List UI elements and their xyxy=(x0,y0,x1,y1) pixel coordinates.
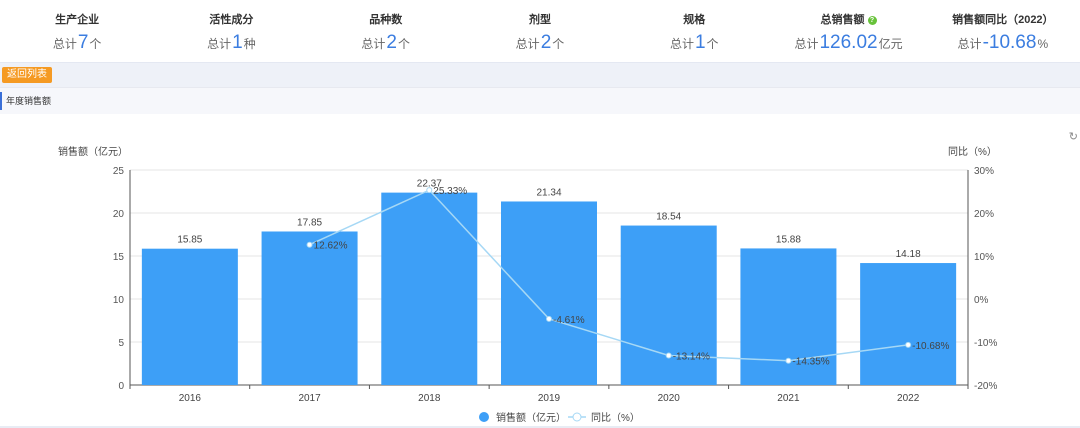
stat-prefix: 总计 xyxy=(52,37,77,51)
back-to-list-button[interactable]: 返回列表 xyxy=(2,67,52,83)
stat-active-ingredients: 活性成分 总计1种 xyxy=(154,0,308,62)
yoy-value-label: -10.68% xyxy=(912,341,949,352)
bar-value-label: 17.85 xyxy=(297,217,322,228)
stat-title: 活性成分 xyxy=(209,14,254,26)
bar xyxy=(381,192,478,385)
yoy-point xyxy=(546,315,552,322)
stat-value: 2 xyxy=(540,32,552,53)
stat-value: 2 xyxy=(386,32,397,53)
y2-tick-label: 10% xyxy=(974,252,994,263)
yoy-value-label: 25.33% xyxy=(433,186,467,197)
stat-varieties: 品种数 总计2个 xyxy=(309,0,463,62)
bar-value-label: 18.54 xyxy=(656,212,681,223)
stat-title: 剂型 xyxy=(528,14,551,26)
bar xyxy=(261,231,358,385)
stat-unit: 个 xyxy=(552,37,565,51)
stats-panel: 生产企业 总计7个 活性成分 总计1种 品种数 总计2个 剂型 总计2个 规格 … xyxy=(0,0,1080,62)
help-circle-icon[interactable]: ? xyxy=(867,16,877,25)
yoy-value-label: -4.61% xyxy=(553,315,585,326)
x-tick-label: 2021 xyxy=(777,393,800,404)
bar xyxy=(141,248,238,385)
bottom-divider xyxy=(0,426,1080,428)
yoy-value-label: -14.35% xyxy=(792,357,829,368)
y2-axis-title: 同比（%） xyxy=(948,146,997,158)
y-tick-label: 25 xyxy=(113,166,125,177)
y-tick-label: 20 xyxy=(113,209,125,220)
stat-value: 7 xyxy=(77,32,89,53)
section-header: 年度销售额 xyxy=(0,87,1080,114)
yoy-point xyxy=(665,352,672,359)
stat-total-sales: 总销售额? 总计126.02亿元 xyxy=(771,0,925,62)
stat-prefix: 总计 xyxy=(957,37,982,51)
yoy-value-label: 12.62% xyxy=(314,241,348,252)
y2-tick-label: -20% xyxy=(974,381,997,392)
legend-marker-yoy xyxy=(572,412,582,422)
legend-label-yoy: 同比（%） xyxy=(591,412,640,424)
stat-title: 品种数 xyxy=(369,14,403,26)
x-tick-label: 2019 xyxy=(538,393,561,404)
x-tick-label: 2016 xyxy=(179,393,202,404)
y2-tick-label: 0% xyxy=(974,295,989,306)
x-tick-label: 2022 xyxy=(897,393,920,404)
stat-unit: 个 xyxy=(706,37,719,51)
y2-tick-label: -10% xyxy=(974,338,997,349)
section-title: 年度销售额 xyxy=(0,92,51,110)
stat-unit: % xyxy=(1037,37,1049,51)
stat-prefix: 总计 xyxy=(794,37,819,51)
bar-value-label: 22.37 xyxy=(417,179,442,190)
x-tick-label: 2017 xyxy=(298,393,321,404)
refresh-icon[interactable]: ↻ xyxy=(1068,131,1078,143)
stat-prefix: 总计 xyxy=(515,37,540,51)
yoy-point xyxy=(785,357,792,364)
y-tick-label: 10 xyxy=(113,295,125,306)
stat-companies: 生产企业 总计7个 xyxy=(0,0,154,62)
stat-title: 销售额同比（2022） xyxy=(952,14,1054,26)
yoy-point xyxy=(426,187,433,194)
bar-value-label: 14.18 xyxy=(896,249,921,260)
stat-unit: 个 xyxy=(89,37,102,51)
yoy-line xyxy=(309,189,909,362)
stat-title: 规格 xyxy=(683,14,706,26)
bar-value-label: 21.34 xyxy=(536,187,561,198)
stat-sales-yoy: 销售额同比（2022） 总计-10.68% xyxy=(926,0,1080,62)
stat-prefix: 总计 xyxy=(361,37,386,51)
yoy-point xyxy=(905,341,912,348)
x-tick-label: 2020 xyxy=(658,393,681,404)
yoy-point xyxy=(306,241,313,248)
toolbar: 返回列表 xyxy=(0,62,1080,87)
stat-value: 1 xyxy=(694,32,706,53)
yoy-value-label: -13.14% xyxy=(673,352,710,363)
stat-title: 生产企业 xyxy=(55,14,100,26)
annual-sales-chart: 0 5 10 15 20 25 -20% -10% 0% 10% 20% 30% 销售额（亿元） 同比（%… xyxy=(58,145,997,424)
stat-prefix: 总计 xyxy=(669,37,694,51)
legend-label-sales: 销售额（亿元） xyxy=(496,411,566,424)
x-tick-label: 2018 xyxy=(418,393,441,404)
y-tick-label: 5 xyxy=(118,338,124,349)
bar-value-label: 15.88 xyxy=(776,234,801,245)
stat-dosage-forms: 剂型 总计2个 xyxy=(463,0,617,62)
legend-marker-sales xyxy=(479,412,489,422)
stat-value: -10.68 xyxy=(982,32,1037,53)
bar-value-label: 15.85 xyxy=(177,235,202,246)
y2-tick-label: 30% xyxy=(974,166,994,177)
y-tick-label: 0 xyxy=(118,381,124,392)
stat-unit: 个 xyxy=(397,37,410,51)
y-tick-label: 15 xyxy=(113,252,125,263)
bar xyxy=(860,263,957,385)
stat-unit: 亿元 xyxy=(878,37,903,51)
stat-prefix: 总计 xyxy=(207,37,232,51)
y-axis-title: 销售额（亿元） xyxy=(58,145,128,158)
stat-unit: 种 xyxy=(243,37,256,51)
stat-specifications: 规格 总计1个 xyxy=(617,0,771,62)
stat-title: 总销售额 xyxy=(820,14,865,26)
stat-value: 126.02 xyxy=(819,32,878,53)
bar xyxy=(501,201,597,385)
stat-value: 1 xyxy=(232,32,243,53)
y2-tick-label: 20% xyxy=(974,209,994,220)
